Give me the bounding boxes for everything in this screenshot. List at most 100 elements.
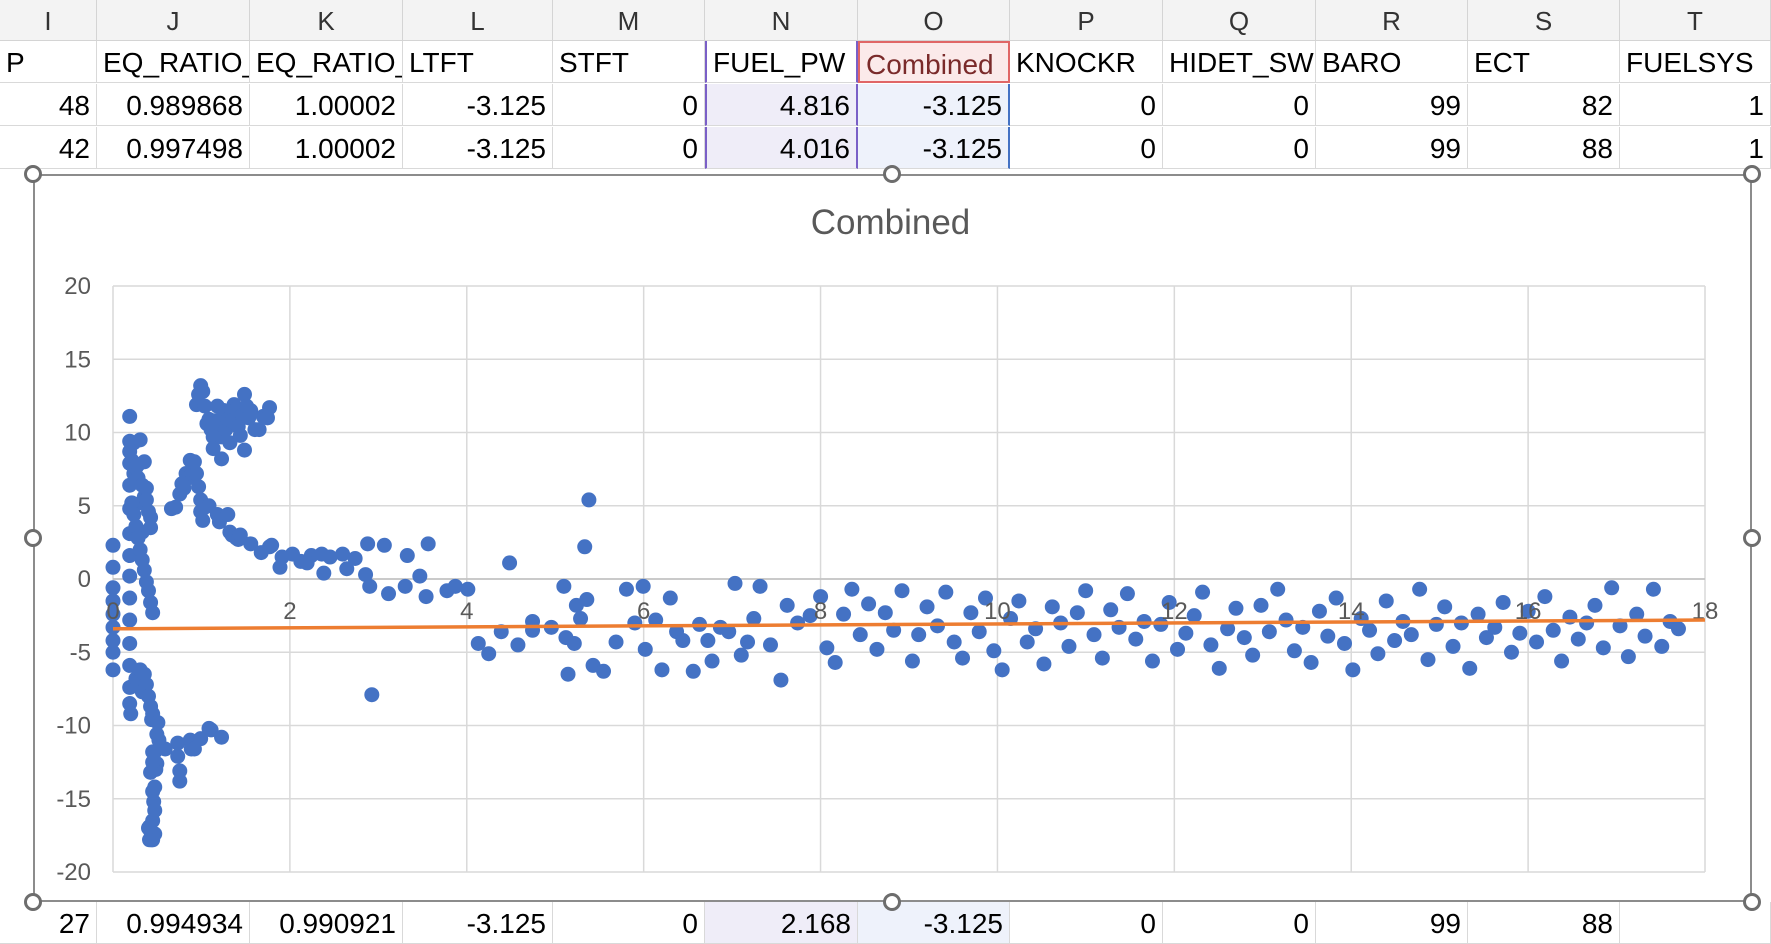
cell[interactable]: 99 — [1316, 84, 1468, 126]
cell[interactable]: 2.168 — [705, 902, 858, 944]
column-header-q[interactable]: Q — [1163, 0, 1316, 40]
cell[interactable]: 88 — [1468, 127, 1620, 169]
resize-handle-middle-left[interactable] — [24, 529, 42, 547]
cell[interactable]: 0.997498 — [97, 127, 250, 169]
data-point — [1011, 593, 1027, 609]
cell[interactable]: 0.994934 — [97, 902, 250, 944]
header-cell[interactable]: KNOCKR — [1010, 41, 1163, 83]
cell[interactable]: 1 — [1620, 84, 1771, 126]
header-cell[interactable]: ECT — [1468, 41, 1620, 83]
cell[interactable]: 0 — [1163, 84, 1316, 126]
header-cell[interactable]: EQ_RATIO_ — [97, 41, 250, 83]
cell[interactable]: 88 — [1468, 902, 1620, 944]
cell[interactable]: 27 — [0, 902, 97, 944]
data-point — [145, 605, 161, 621]
resize-handle-top-right[interactable] — [1743, 165, 1761, 183]
cell[interactable]: 0 — [1163, 127, 1316, 169]
data-point — [122, 612, 138, 628]
cell[interactable]: -3.125 — [403, 902, 553, 944]
data-point — [1587, 597, 1603, 613]
cell[interactable]: 0 — [1010, 84, 1163, 126]
header-cell[interactable]: HIDET_SW — [1163, 41, 1316, 83]
column-header-l[interactable]: L — [403, 0, 553, 40]
cell[interactable]: 0 — [553, 84, 705, 126]
header-cell[interactable]: FUELSYS — [1620, 41, 1771, 83]
cell[interactable]: -3.125 — [403, 84, 553, 126]
resize-handle-top-center[interactable] — [883, 165, 901, 183]
cell[interactable]: -3.125 — [858, 84, 1010, 126]
cell[interactable]: 99 — [1316, 127, 1468, 169]
cell[interactable]: 0 — [1010, 127, 1163, 169]
header-cell[interactable]: FUEL_PW — [705, 41, 858, 83]
resize-handle-bottom-left[interactable] — [24, 893, 42, 911]
cell[interactable]: -3.125 — [858, 127, 1010, 169]
data-point — [412, 568, 428, 584]
data-point — [170, 735, 186, 751]
cell[interactable]: 42 — [0, 127, 97, 169]
cell[interactable]: -3.125 — [858, 902, 1010, 944]
cell[interactable]: -3.125 — [403, 127, 553, 169]
resize-handle-bottom-center[interactable] — [883, 893, 901, 911]
header-cell[interactable]: EQ_RATIO_ — [250, 41, 403, 83]
cell[interactable]: 1.00002 — [250, 84, 403, 126]
cell[interactable]: 4.816 — [705, 84, 858, 126]
cell[interactable]: 0 — [1163, 902, 1316, 944]
x-tick-label: 4 — [460, 598, 473, 625]
cell[interactable]: 0 — [553, 902, 705, 944]
resize-handle-top-left[interactable] — [24, 165, 42, 183]
chart-object[interactable]: Combined 20 15 10 5 0 -5 -10 -15 -20 0 2 4 6 8 10 12 14 16… — [33, 174, 1752, 902]
data-point — [251, 422, 267, 438]
header-cell[interactable]: STFT — [553, 41, 705, 83]
data-point — [243, 536, 259, 552]
header-cell[interactable]: P — [0, 41, 97, 83]
column-header-j[interactable]: J — [97, 0, 250, 40]
cell[interactable]: 0.990921 — [250, 902, 403, 944]
cell[interactable]: 99 — [1316, 902, 1468, 944]
cell[interactable]: 0 — [553, 127, 705, 169]
cell[interactable]: 4.016 — [705, 127, 858, 169]
data-point — [1245, 647, 1261, 663]
column-header-s[interactable]: S — [1468, 0, 1620, 40]
data-point — [1637, 628, 1653, 644]
data-point — [577, 539, 593, 555]
data-point — [138, 480, 154, 496]
data-point — [1412, 581, 1428, 597]
cell[interactable]: 1 — [1620, 127, 1771, 169]
data-point — [418, 589, 434, 605]
data-point — [869, 641, 885, 657]
data-point — [852, 627, 868, 643]
cell[interactable]: 1.00002 — [250, 127, 403, 169]
data-point — [994, 662, 1010, 678]
data-point — [1161, 594, 1177, 610]
data-point — [986, 643, 1002, 659]
data-point — [186, 454, 202, 470]
cell[interactable]: 48 — [0, 84, 97, 126]
column-header-n[interactable]: N — [705, 0, 858, 40]
data-point — [150, 715, 166, 731]
header-cell[interactable]: Combined — [858, 41, 1010, 83]
cell[interactable]: 0 — [1010, 902, 1163, 944]
column-header-p[interactable]: P — [1010, 0, 1163, 40]
data-point — [1261, 624, 1277, 640]
column-header-r[interactable]: R — [1316, 0, 1468, 40]
data-point — [566, 635, 582, 651]
resize-handle-bottom-right[interactable] — [1743, 893, 1761, 911]
header-cell[interactable]: LTFT — [403, 41, 553, 83]
data-point — [819, 640, 835, 656]
column-header-m[interactable]: M — [553, 0, 705, 40]
data-point — [877, 605, 893, 621]
data-point — [1462, 660, 1478, 676]
header-cell[interactable]: BARO — [1316, 41, 1468, 83]
cell[interactable]: 0.989868 — [97, 84, 250, 126]
column-header-t[interactable]: T — [1620, 0, 1771, 40]
data-point — [685, 663, 701, 679]
data-point — [740, 634, 756, 650]
data-point — [955, 650, 971, 666]
resize-handle-middle-right[interactable] — [1743, 529, 1761, 547]
column-header-k[interactable]: K — [250, 0, 403, 40]
column-header-i[interactable]: I — [0, 0, 97, 40]
data-point — [381, 586, 397, 602]
data-point — [123, 706, 139, 722]
column-header-o[interactable]: O — [858, 0, 1010, 40]
cell[interactable]: 82 — [1468, 84, 1620, 126]
